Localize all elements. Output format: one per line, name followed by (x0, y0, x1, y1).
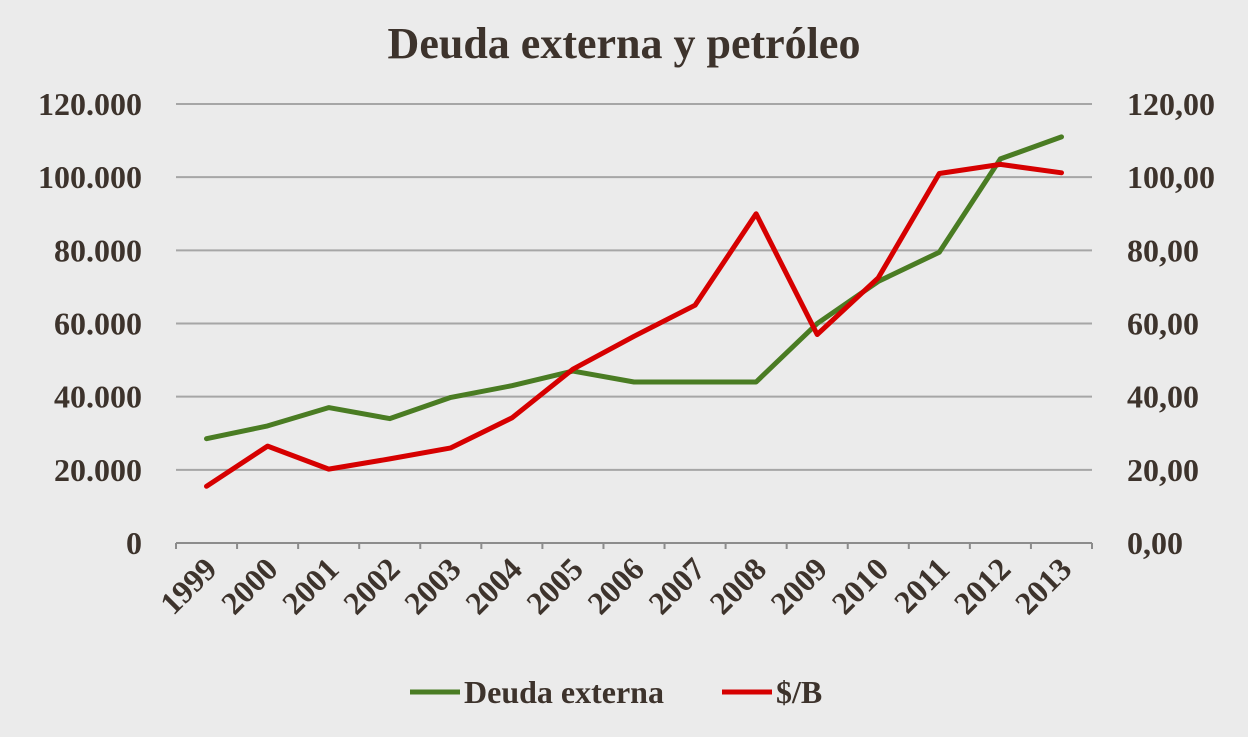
left-axis-ticks: 0 20.000 40.000 60.000 80.000 100.000 120.000 (38, 86, 142, 561)
legend-label-price: $/B (776, 674, 822, 710)
series-line-deuda-externa (204, 134, 1064, 442)
x-tick-label: 2003 (397, 550, 468, 621)
x-tick-label: 2005 (519, 550, 590, 621)
x-tick-label: 2013 (1008, 550, 1079, 621)
left-tick-label: 80.000 (54, 232, 142, 268)
left-tick-label: 0 (126, 525, 142, 561)
right-tick-label: 0,00 (1127, 525, 1183, 561)
x-tick-label: 2011 (887, 550, 956, 619)
right-tick-label: 60,00 (1127, 306, 1199, 342)
x-tick-label: 1999 (153, 550, 224, 621)
x-tick-label: 2008 (702, 550, 773, 621)
x-tick-label: 2007 (641, 550, 712, 621)
right-tick-label: 120,00 (1127, 86, 1215, 122)
x-tick-label: 2010 (825, 550, 896, 621)
left-tick-label: 120.000 (38, 86, 142, 122)
legend: Deuda externa $/B (410, 674, 822, 710)
x-axis-ticks: 1999200020012002200320042005200620072008… (153, 543, 1093, 621)
x-tick-label: 2001 (275, 550, 346, 621)
legend-label-deuda-externa: Deuda externa (464, 674, 664, 710)
left-tick-label: 20.000 (54, 452, 142, 488)
x-tick-label: 2000 (214, 550, 285, 621)
left-tick-label: 60.000 (54, 306, 142, 342)
chart-title: Deuda externa y petróleo (388, 19, 861, 68)
right-tick-label: 40,00 (1127, 379, 1199, 415)
series-line-b (204, 161, 1064, 489)
x-tick-label: 2004 (458, 550, 529, 621)
x-tick-label: 2006 (580, 550, 651, 621)
right-tick-label: 20,00 (1127, 452, 1199, 488)
series-lines (204, 134, 1064, 489)
left-tick-label: 40.000 (54, 379, 142, 415)
left-tick-label: 100.000 (38, 159, 142, 195)
x-tick-label: 2012 (947, 550, 1018, 621)
x-tick-label: 2009 (763, 550, 834, 621)
right-tick-label: 80,00 (1127, 232, 1199, 268)
right-tick-label: 100,00 (1127, 159, 1215, 195)
x-tick-label: 2002 (336, 550, 407, 621)
right-axis-ticks: 0,00 20,00 40,00 60,00 80,00 100,00 120,00 (1127, 86, 1215, 561)
